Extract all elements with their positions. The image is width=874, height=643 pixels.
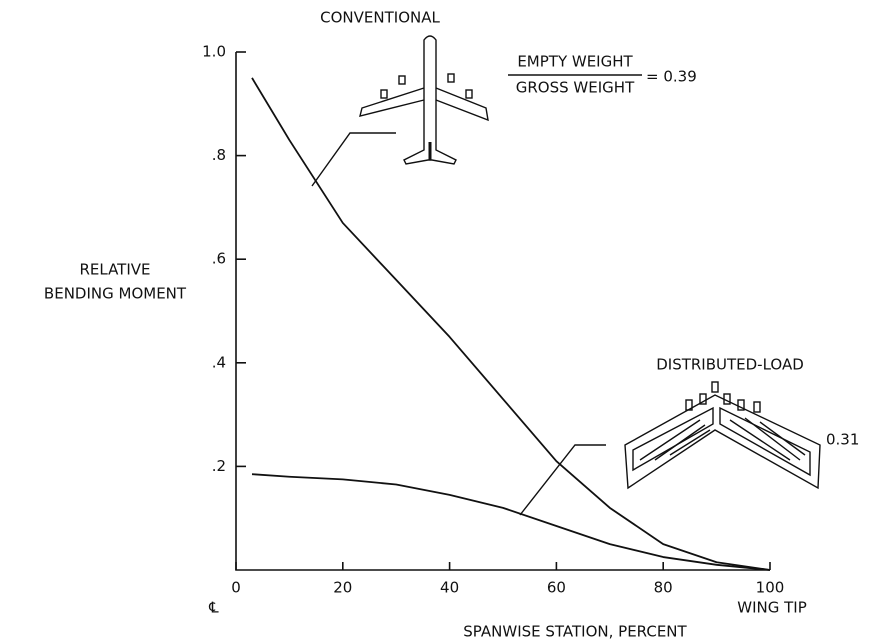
x-tick-label: 100 <box>756 579 785 597</box>
annotation: 0.31 <box>826 431 859 449</box>
annotation: = 0.39 <box>646 68 697 86</box>
annotation: GROSS WEIGHT <box>516 79 635 97</box>
x-tick-label: 20 <box>333 579 352 597</box>
x-tick-label: 40 <box>440 579 459 597</box>
axis <box>235 52 770 571</box>
annotation: CONVENTIONAL <box>320 9 440 27</box>
x-axis-title: SPANWISE STATION, PERCENT <box>463 623 687 641</box>
annotation: ℄ <box>208 599 219 617</box>
y-axis-title: RELATIVE <box>79 261 150 279</box>
y-tick-label: .6 <box>212 250 226 268</box>
line-series <box>251 77 771 571</box>
annotation: EMPTY WEIGHT <box>517 53 633 71</box>
y-tick-label: .8 <box>212 146 226 164</box>
leader-line <box>311 132 396 187</box>
x-tick-label: 60 <box>547 579 566 597</box>
line-series <box>251 473 771 571</box>
flying-wing-icon <box>624 381 821 490</box>
x-tick-label: 80 <box>654 579 673 597</box>
y-tick-label: .4 <box>212 353 226 371</box>
y-tick-label: 1.0 <box>202 43 226 61</box>
airplane-icon <box>359 35 489 165</box>
x-tick-label: 0 <box>231 579 241 597</box>
leader-line <box>519 444 606 516</box>
annotation: WING TIP <box>737 599 807 617</box>
y-tick-label: .2 <box>212 457 226 475</box>
annotation: DISTRIBUTED-LOAD <box>656 356 804 374</box>
y-axis-title: BENDING MOMENT <box>44 285 187 303</box>
